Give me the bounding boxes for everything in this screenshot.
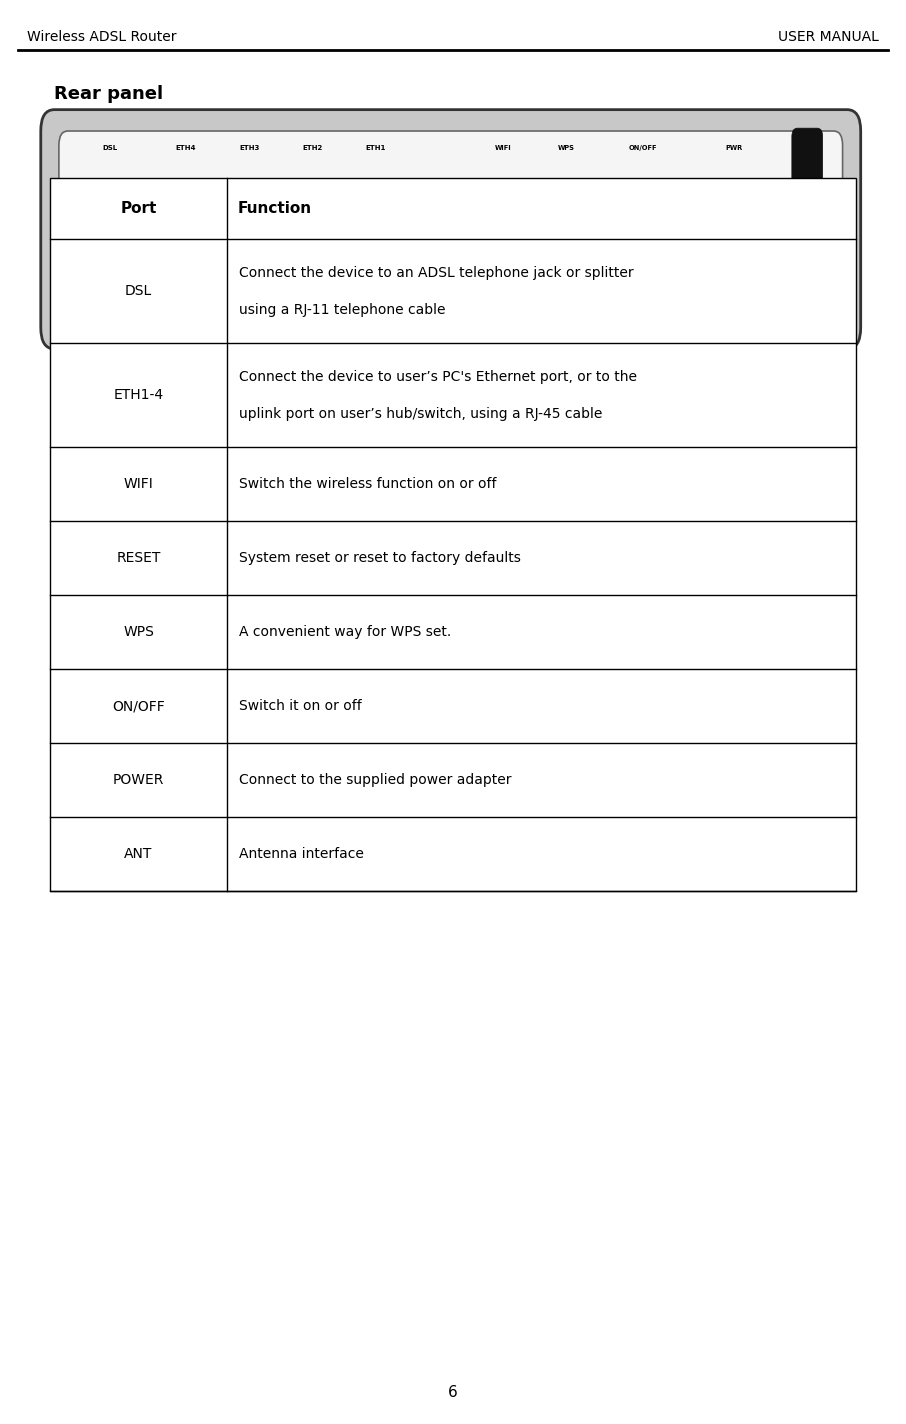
Circle shape [491,204,515,241]
Text: WPS: WPS [123,625,154,639]
Text: ANT: ANT [124,847,153,862]
Bar [518,285,538,296]
Circle shape [635,191,679,259]
Text: Connect the device to user’s PC's Ethernet port, or to the: Connect the device to user’s PC's Ethern… [239,370,637,383]
Text: Function: Function [238,201,313,216]
Text: using a RJ-11 telephone cable: using a RJ-11 telephone cable [239,303,446,316]
FancyBboxPatch shape [59,131,843,328]
FancyBboxPatch shape [293,228,333,298]
Text: 6: 6 [448,1386,458,1400]
Bar [50,178,856,891]
Circle shape [557,204,581,241]
FancyBboxPatch shape [792,128,823,330]
Text: DSL: DSL [125,285,152,298]
Circle shape [640,198,674,252]
Text: Antenna interface: Antenna interface [239,847,364,862]
Text: ETH1: ETH1 [366,145,386,151]
Text: RESET: RESET [116,551,160,565]
Text: Rear panel: Rear panel [54,85,163,103]
Text: uplink port on user’s hub/switch, using a RJ-45 cable: uplink port on user’s hub/switch, using … [239,407,602,420]
Text: WIFI: WIFI [495,145,511,151]
Text: WIFI: WIFI [123,477,153,491]
Text: Switch the wireless function on or off: Switch the wireless function on or off [239,477,496,491]
FancyBboxPatch shape [229,228,269,298]
Text: PWR: PWR [725,145,743,151]
Text: Wireless ADSL Router: Wireless ADSL Router [27,30,177,44]
FancyBboxPatch shape [41,110,861,349]
Text: Connect to the supplied power adapter: Connect to the supplied power adapter [239,773,512,787]
Circle shape [720,205,746,245]
FancyBboxPatch shape [93,235,127,298]
Text: Switch it on or off: Switch it on or off [239,699,361,713]
Bar [170,241,201,290]
Text: POWER: POWER [113,773,164,787]
FancyBboxPatch shape [356,228,396,298]
Text: ETH2: ETH2 [303,145,323,151]
FancyBboxPatch shape [711,225,755,299]
Bar [98,248,122,290]
FancyBboxPatch shape [409,305,466,336]
Circle shape [561,209,577,235]
Text: USER MANUAL: USER MANUAL [778,30,879,44]
Bar [234,241,265,290]
Text: WPS: WPS [558,145,574,151]
Circle shape [495,209,511,235]
Text: ETH3: ETH3 [239,145,259,151]
Text: ETH4: ETH4 [176,145,196,151]
Text: DSL: DSL [102,145,118,151]
Text: Connect the device to an ADSL telephone jack or splitter: Connect the device to an ADSL telephone … [239,266,633,279]
Text: Port: Port [120,201,157,216]
Text: System reset or reset to factory defaults: System reset or reset to factory default… [239,551,521,565]
Text: ETH1-4: ETH1-4 [113,389,164,402]
Text: A convenient way for WPS set.: A convenient way for WPS set. [239,625,451,639]
Text: RESET: RESET [525,279,545,285]
FancyBboxPatch shape [166,228,206,298]
Bar [297,241,328,290]
Text: ON/OFF: ON/OFF [629,145,658,151]
Bar [361,241,391,290]
Text: ON/OFF: ON/OFF [112,699,165,713]
